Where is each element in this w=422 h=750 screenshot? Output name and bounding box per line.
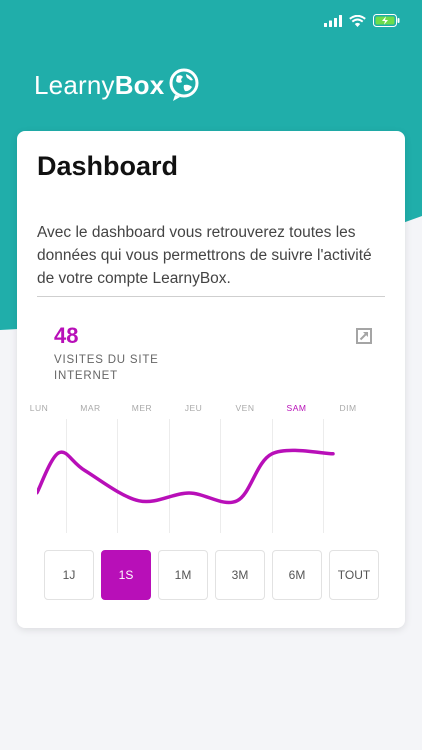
range-button-3m[interactable]: 3M	[215, 550, 265, 600]
dashboard-card: Dashboard Avec le dashboard vous retrouv…	[17, 131, 405, 628]
dashboard-description: Avec le dashboard vous retrouverez toute…	[37, 224, 372, 287]
visits-line-chart	[37, 448, 335, 505]
range-button-tout[interactable]: TOUT	[329, 550, 379, 600]
gridline	[117, 419, 118, 533]
gridline	[220, 419, 221, 533]
day-label-ven: VEN	[235, 403, 255, 413]
range-button-1s[interactable]: 1S	[101, 550, 151, 600]
range-button-6m[interactable]: 6M	[272, 550, 322, 600]
page-title: Dashboard	[37, 151, 179, 181]
day-label-sam: SAM	[286, 403, 307, 413]
divider	[37, 296, 385, 297]
status-bar	[324, 14, 400, 27]
logo-text-light: Learny	[34, 69, 115, 100]
battery-charging-icon	[373, 14, 400, 27]
visits-series-line	[37, 448, 335, 505]
globe-chat-icon	[169, 68, 199, 101]
gridline	[323, 419, 324, 533]
gridline	[168, 419, 170, 533]
wifi-icon	[349, 14, 366, 27]
gridline	[65, 419, 67, 533]
learnybox-logo: Learny Box	[34, 68, 201, 102]
gridline	[271, 419, 273, 533]
day-label-dim: DIM	[339, 403, 357, 413]
visits-count: 48	[54, 323, 79, 348]
range-button-1m[interactable]: 1M	[158, 550, 208, 600]
weekday-axis: LUN MAR MER JEU VEN SAM DIM	[30, 403, 395, 533]
range-selector: 1J 1S 1M 3M 6M TOUT	[44, 550, 379, 600]
day-label-mer: MER	[131, 403, 153, 413]
day-label-jeu: JEU	[184, 403, 203, 413]
logo-text-bold: Box	[114, 69, 165, 100]
range-button-1j[interactable]: 1J	[44, 550, 94, 600]
day-label-mar: MAR	[80, 403, 101, 413]
visits-label: VISITES DU SITE INTERNET	[54, 354, 159, 382]
day-label-lun: LUN	[29, 403, 49, 413]
expand-icon[interactable]	[356, 328, 372, 344]
signal-icon	[324, 14, 342, 27]
